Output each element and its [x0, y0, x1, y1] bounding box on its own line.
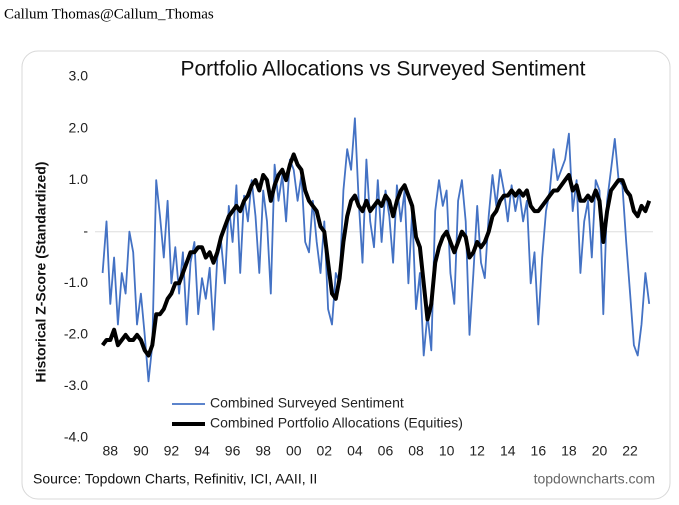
- legend-label: Combined Surveyed Sentiment: [210, 395, 404, 411]
- author: Callum Thomas@Callum_Thomas: [4, 6, 214, 22]
- x-tick-label: 94: [194, 443, 210, 459]
- series-line: [101, 117, 651, 383]
- chart-title: Portfolio Allocations vs Surveyed Sentim…: [180, 58, 585, 81]
- x-tick-label: 00: [286, 443, 302, 459]
- x-tick-label: 16: [531, 443, 547, 459]
- x-tick-label: 12: [469, 443, 485, 459]
- x-tick-label: 20: [592, 443, 608, 459]
- x-tick-label: 96: [225, 443, 241, 459]
- watermark: topdowncharts.com: [534, 471, 655, 487]
- y-tick-label: 2.0: [69, 119, 89, 135]
- x-tick-label: 88: [102, 443, 118, 459]
- y-tick-label: -1.0: [64, 274, 88, 290]
- y-tick-label: -3.0: [64, 377, 88, 393]
- y-axis-label: Historical Z-Score (Standardized): [33, 162, 49, 383]
- y-tick-label: 3.0: [69, 68, 89, 84]
- y-tick-label: -4.0: [64, 429, 88, 445]
- x-tick-label: 98: [255, 443, 271, 459]
- x-tick-label: 92: [164, 443, 180, 459]
- source: Source: Topdown Charts, Refinitiv, ICI, …: [33, 471, 317, 487]
- y-tick-label: 1.0: [69, 171, 89, 187]
- x-tick-label: 18: [561, 443, 577, 459]
- x-tick-label: 90: [133, 443, 149, 459]
- series-line: [101, 152, 652, 358]
- x-tick-label: 22: [622, 443, 638, 459]
- chart-panel: [21, 50, 671, 500]
- x-tick-label: 06: [378, 443, 394, 459]
- x-tick-label: 04: [347, 443, 363, 459]
- legend-label: Combined Portfolio Allocations (Equities…: [210, 415, 463, 431]
- y-tick-label: -2.0: [64, 326, 88, 342]
- x-tick-label: 14: [500, 443, 516, 459]
- x-tick-label: 10: [439, 443, 455, 459]
- y-tick-label: -: [83, 222, 88, 238]
- x-tick-label: 02: [317, 443, 333, 459]
- x-tick-label: 08: [408, 443, 424, 459]
